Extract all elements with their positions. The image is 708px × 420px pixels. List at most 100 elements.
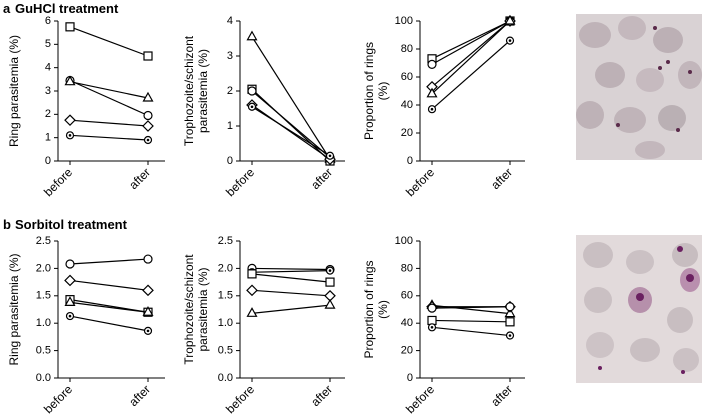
marker	[65, 131, 75, 140]
y-tick-label: 100	[395, 235, 413, 247]
x-tick-label: after	[126, 382, 153, 409]
y-tick-label: 1.0	[36, 317, 51, 329]
series-line	[251, 269, 331, 273]
panel-label: b	[3, 217, 11, 232]
x-tick-label: before	[41, 382, 75, 416]
marker	[505, 302, 515, 312]
marker	[246, 284, 258, 297]
series-line	[69, 26, 149, 57]
y-tick-label: 1	[45, 132, 51, 144]
y-tick-label: 1	[227, 120, 233, 132]
y-tick-label: 20	[401, 127, 413, 139]
marker	[142, 120, 154, 132]
y-tick-label: 3	[227, 50, 233, 62]
marker-dot	[250, 105, 254, 109]
y-tick-label: 0	[45, 155, 51, 167]
series-line	[251, 90, 331, 158]
y-tick-label: 2	[227, 85, 233, 97]
y-axis-label: Ring parasitemia (%)	[7, 35, 21, 147]
y-tick-label: 6	[45, 15, 51, 27]
series-line	[431, 306, 511, 309]
y-axis-label: Proportion of rings	[362, 260, 376, 358]
y-tick-label: 1.5	[36, 290, 51, 302]
marker	[143, 254, 153, 264]
y-axis-label: Trophozoite/schizont	[182, 35, 196, 146]
y-tick-label: 0.5	[218, 345, 233, 357]
series-line	[251, 36, 331, 160]
y-tick-label: 60	[401, 71, 413, 83]
marker	[247, 269, 257, 279]
marker	[142, 306, 154, 316]
x-tick-label: before	[403, 165, 437, 199]
marker	[504, 14, 516, 25]
series-line	[251, 289, 331, 297]
y-axis-label: parasitemia (%)	[196, 267, 210, 351]
x-tick-label: before	[41, 165, 75, 199]
x-tick-label: after	[126, 165, 153, 192]
marker	[246, 307, 258, 317]
y-tick-label: 80	[401, 43, 413, 55]
y-tick-label: 1.0	[218, 317, 233, 329]
marker	[64, 75, 76, 86]
x-tick-label: before	[403, 382, 437, 416]
y-tick-label: 4	[227, 15, 233, 27]
y-axis-label: Trophozoite/schizont	[182, 254, 196, 365]
marker-dot	[68, 134, 72, 137]
y-tick-label: 2.0	[36, 262, 51, 274]
marker	[505, 317, 515, 327]
marker	[324, 298, 336, 309]
marker-dot	[508, 334, 512, 337]
series-line	[431, 20, 511, 88]
series-line	[69, 134, 149, 141]
y-tick-label: 2.5	[36, 235, 51, 247]
series-line	[251, 104, 331, 160]
marker	[427, 105, 437, 114]
marker	[64, 274, 76, 287]
series-line	[69, 301, 149, 313]
marker	[504, 307, 516, 318]
marker	[325, 151, 335, 160]
y-tick-label: 5	[45, 38, 51, 50]
panel-title: Sorbitol treatment	[15, 217, 128, 232]
y-tick-label: 4	[45, 62, 51, 74]
marker	[143, 110, 153, 121]
marker	[325, 277, 335, 287]
marker	[505, 36, 515, 45]
marker	[247, 86, 257, 96]
y-tick-label: 0.0	[218, 372, 233, 384]
series-line	[69, 279, 149, 291]
series-line	[69, 81, 149, 99]
marker-dot	[430, 107, 434, 111]
series-line	[251, 88, 331, 162]
marker-dot	[508, 39, 512, 42]
y-tick-label: 0	[227, 155, 233, 167]
series-line	[431, 20, 511, 65]
series-line	[431, 319, 511, 323]
x-tick-label: after	[488, 382, 515, 409]
y-tick-label: 40	[401, 99, 413, 111]
marker-dot	[328, 154, 332, 158]
marker-dot	[146, 138, 150, 142]
x-tick-label: before	[223, 382, 257, 416]
marker	[427, 59, 437, 70]
marker	[142, 91, 154, 102]
marker	[64, 296, 76, 306]
marker	[426, 87, 438, 98]
marker	[247, 102, 257, 111]
marker	[505, 331, 515, 340]
marker	[143, 135, 153, 145]
series-line	[69, 258, 149, 265]
y-tick-label: 2	[45, 108, 51, 120]
panel-label: a	[3, 1, 11, 16]
y-tick-label: 0	[407, 372, 413, 384]
x-tick-label: after	[308, 382, 335, 409]
y-axis-label: parasitemia (%)	[196, 49, 210, 133]
y-tick-label: 100	[395, 15, 413, 27]
panel-title: GuHCl treatment	[15, 1, 119, 16]
y-tick-label: 0.0	[36, 372, 51, 384]
y-tick-label: 60	[401, 290, 413, 302]
series-line	[431, 326, 511, 337]
marker-dot	[328, 269, 332, 272]
marker-dot	[146, 329, 150, 333]
